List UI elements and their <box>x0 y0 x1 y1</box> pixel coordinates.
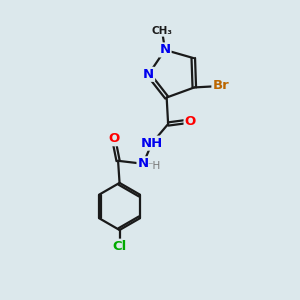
Text: N: N <box>137 157 149 170</box>
Text: N: N <box>159 44 171 56</box>
Text: CH₃: CH₃ <box>152 26 172 36</box>
Text: NH: NH <box>141 136 163 150</box>
Text: O: O <box>184 115 196 128</box>
Text: N: N <box>143 68 154 81</box>
Text: ⁻H: ⁻H <box>148 161 161 171</box>
Text: O: O <box>108 132 119 145</box>
Text: Br: Br <box>212 80 229 92</box>
Text: Cl: Cl <box>112 240 127 253</box>
